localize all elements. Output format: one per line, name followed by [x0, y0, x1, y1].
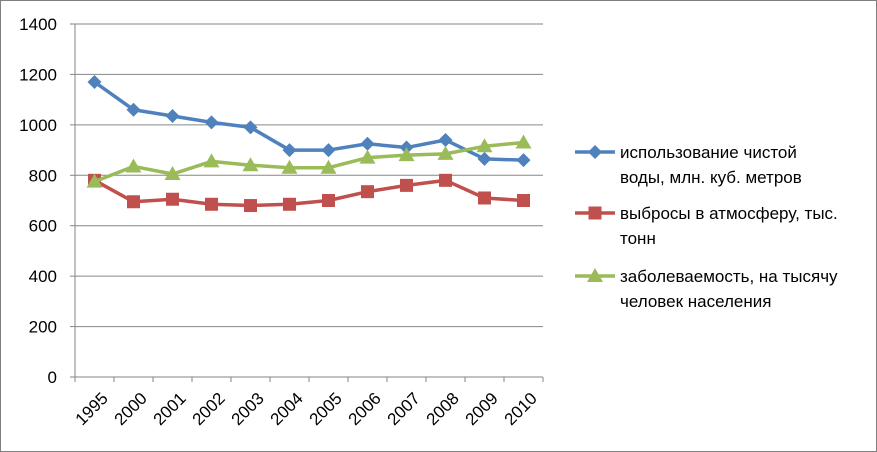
- data-point: [478, 191, 491, 205]
- legend-item: заболеваемость, на тысячу человек населен…: [575, 267, 838, 311]
- y-tick-label: 800: [29, 166, 57, 185]
- data-point: [126, 102, 141, 117]
- legend-label: человек населения: [620, 292, 771, 311]
- data-point: [476, 138, 493, 153]
- data-point: [321, 143, 336, 158]
- data-point: [164, 166, 181, 181]
- y-tick-label: 1400: [19, 15, 57, 34]
- legend-marker: [588, 145, 602, 159]
- legend-label: тонн: [620, 229, 656, 248]
- legend-label: использование чистой: [620, 143, 797, 162]
- series-line: [93, 140, 524, 184]
- y-tick-labels: 0 200 400 600 800 1000 1200 1400: [19, 15, 57, 387]
- data-point: [87, 74, 102, 89]
- series-1: [87, 74, 531, 168]
- x-tick-label: 2002: [189, 389, 229, 429]
- data-point: [244, 199, 257, 213]
- x-tick-label: 2005: [306, 389, 346, 429]
- y-tick-label: 1200: [19, 65, 57, 84]
- data-point: [205, 197, 218, 211]
- legend-marker: [587, 268, 603, 282]
- data-point: [359, 149, 376, 164]
- data-point: [243, 120, 258, 135]
- data-point: [242, 157, 259, 172]
- data-point: [438, 132, 453, 147]
- x-tick-label: 2003: [228, 389, 268, 429]
- data-point: [398, 147, 415, 162]
- y-tick-label: 200: [29, 318, 57, 337]
- x-tick-label: 2010: [501, 389, 541, 429]
- data-point: [439, 173, 452, 187]
- legend-label: выбросы в атмосферу, тыс.: [620, 204, 838, 223]
- series-line: [93, 80, 524, 162]
- data-point: [360, 136, 375, 151]
- y-tick-label: 400: [29, 267, 57, 286]
- x-tick-label: 2007: [384, 389, 424, 429]
- data-point: [400, 178, 413, 192]
- legend-marker: [588, 206, 602, 220]
- data-point: [437, 145, 454, 160]
- legend-item: выбросы в атмосферу, тыс. тонн: [575, 204, 838, 248]
- x-tick-label: 2006: [345, 389, 385, 429]
- x-tick-label: 2008: [423, 389, 463, 429]
- legend-label: воды, млн. куб. метров: [620, 168, 802, 187]
- series-3: [86, 134, 532, 188]
- y-tick-label: 1000: [19, 116, 57, 135]
- x-tick-label: 2001: [150, 389, 190, 429]
- data-point: [322, 194, 335, 207]
- data-point: [204, 115, 219, 130]
- data-point: [517, 194, 530, 207]
- data-point: [361, 185, 374, 199]
- x-tick-label: 2009: [462, 389, 502, 429]
- series-line: [93, 178, 524, 208]
- data-point: [86, 173, 103, 188]
- data-point: [320, 159, 337, 174]
- data-point: [203, 153, 220, 168]
- data-point: [281, 159, 298, 174]
- series-group: [86, 74, 532, 213]
- legend: использование чистой воды, млн. куб. метр…: [575, 143, 838, 311]
- legend-label: заболеваемость, на тысячу: [620, 267, 838, 286]
- x-tick-label: 2000: [111, 389, 151, 429]
- legend-item: использование чистой воды, млн. куб. метр…: [575, 143, 802, 187]
- data-point: [165, 109, 180, 124]
- series-2: [88, 173, 530, 213]
- data-point: [125, 158, 142, 173]
- x-tick-label: 1995: [72, 389, 112, 429]
- data-point: [282, 143, 297, 158]
- data-point: [283, 197, 296, 211]
- axes: [70, 23, 544, 382]
- data-point: [515, 134, 532, 149]
- gridlines: [75, 23, 543, 328]
- y-tick-label: 600: [29, 217, 57, 236]
- data-point: [127, 195, 140, 209]
- y-tick-label: 0: [48, 368, 57, 387]
- data-point: [516, 153, 531, 168]
- x-tick-labels: 1995200020012002200320042005200620072008…: [72, 389, 541, 429]
- data-point: [477, 151, 492, 166]
- data-point: [166, 192, 179, 206]
- x-tick-label: 2004: [267, 389, 307, 429]
